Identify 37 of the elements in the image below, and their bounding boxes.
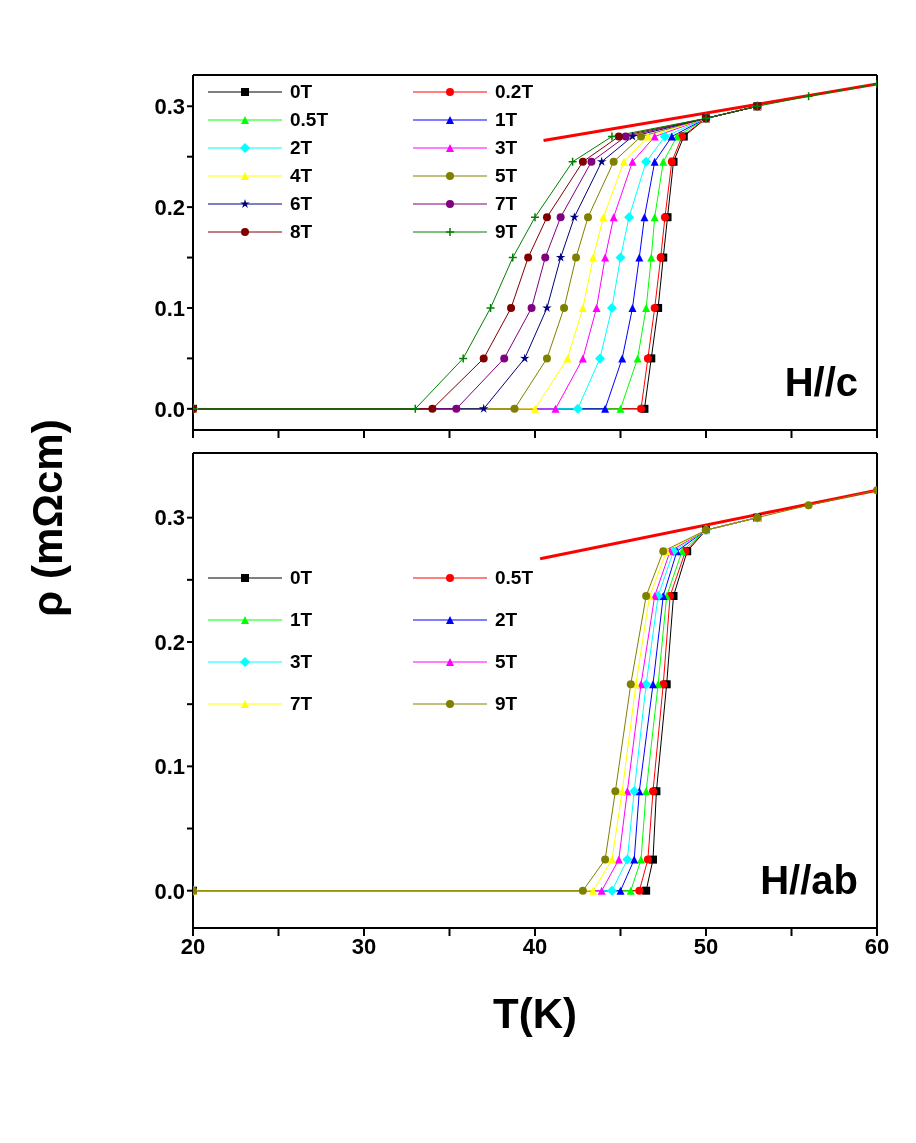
legend-label: 4T (290, 165, 313, 187)
x-axis-title: T(K) (493, 990, 577, 1037)
x-tick-label: 40 (522, 933, 548, 959)
legend-label: 6T (290, 193, 313, 215)
legend-label: 1T (290, 609, 313, 631)
x-tick-label: 20 (180, 933, 206, 959)
legend-label: 8T (290, 221, 313, 243)
legend-label: 2T (290, 137, 313, 159)
x-tick-label: 60 (864, 933, 890, 959)
y-tick-label: 0.0 (154, 878, 185, 904)
legend-label: 5T (495, 165, 518, 187)
legend-label: 3T (290, 651, 313, 673)
legend-label: 0.2T (495, 81, 534, 103)
y-tick-label: 0.1 (154, 295, 185, 321)
legend-label: 3T (495, 137, 518, 159)
y-tick-label: 0.2 (154, 629, 185, 655)
y-tick-label: 0.3 (154, 94, 185, 120)
y-tick-label: 0.3 (154, 505, 185, 531)
legend-label: 0.5T (290, 109, 329, 131)
legend-label: 9T (495, 221, 518, 243)
x-tick-label: 30 (351, 933, 377, 959)
legend-label: 0T (290, 81, 313, 103)
legend-label: 5T (495, 651, 518, 673)
y-tick-label: 0.2 (154, 194, 185, 220)
legend-label: 7T (495, 193, 518, 215)
legend-label: 0.5T (495, 567, 534, 589)
legend-label: 9T (495, 693, 518, 715)
y-tick-label: 0.1 (154, 754, 185, 780)
annotation: H//c (784, 360, 858, 405)
x-tick-label: 50 (693, 933, 719, 959)
legend-label: 2T (495, 609, 518, 631)
legend-label: 0T (290, 567, 313, 589)
annotation: H//ab (760, 858, 858, 903)
legend-label: 7T (290, 693, 313, 715)
y-tick-label: 0.0 (154, 396, 185, 422)
legend-label: 1T (495, 109, 518, 131)
y-axis-title: ρ (mΩcm) (24, 419, 72, 617)
